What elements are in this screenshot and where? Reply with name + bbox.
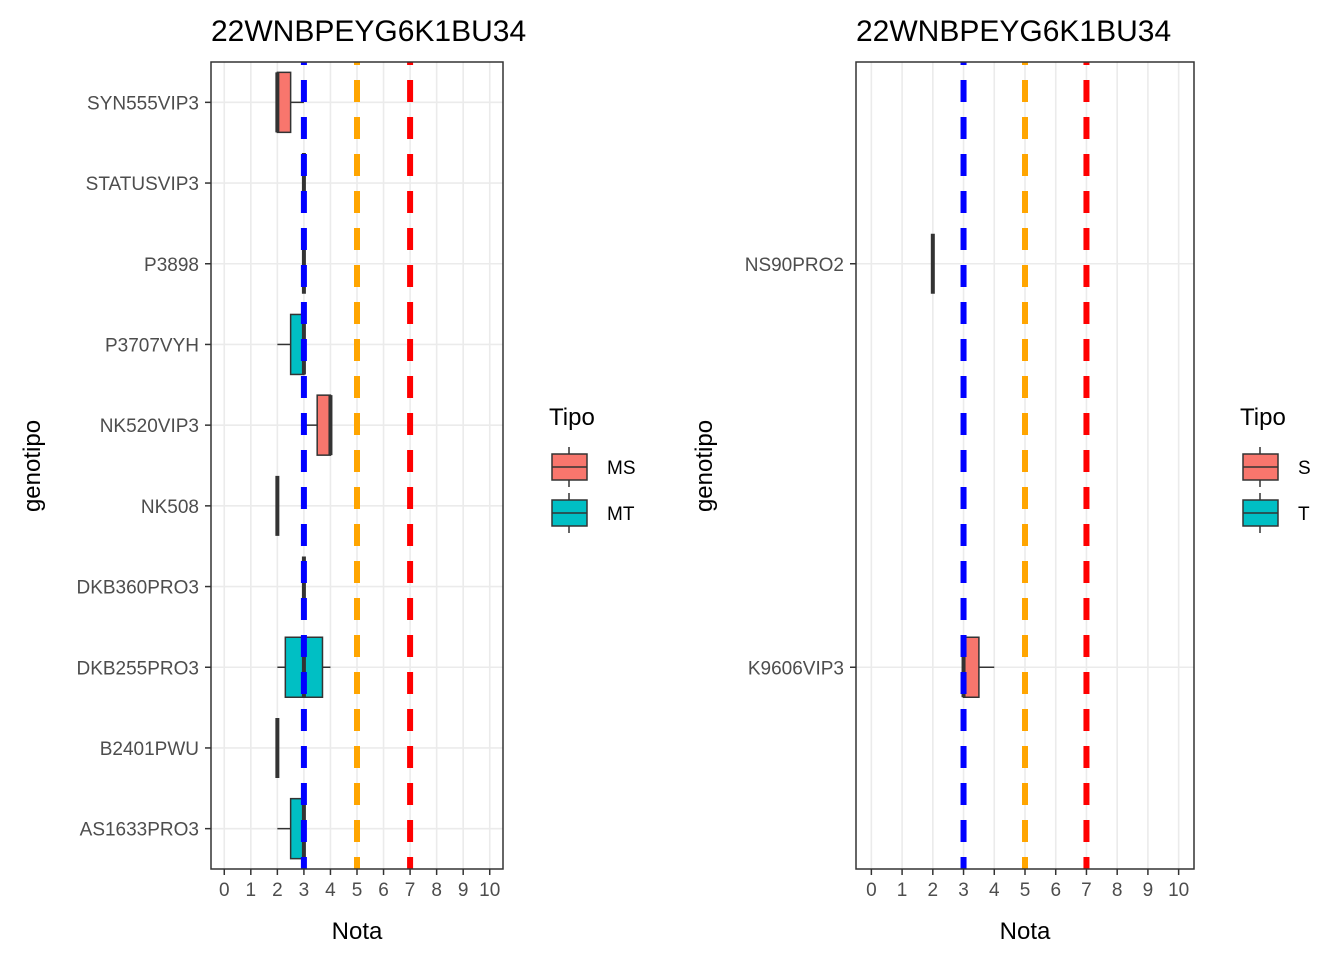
x-axis-title: Nota (332, 918, 383, 945)
y-axis-title: genotipo (691, 420, 718, 512)
box-NK520VIP3 (303, 394, 333, 456)
x-tick-label: 0 (219, 880, 230, 901)
x-tick-label: 1 (246, 880, 257, 901)
x-tick-label: 7 (405, 880, 416, 901)
x-tick-label: 9 (458, 880, 469, 901)
x-tick-label: 6 (378, 880, 389, 901)
y-tick-label: K9606VIP3 (748, 658, 844, 679)
x-tick-label: 3 (299, 880, 310, 901)
x-tick-label: 8 (1112, 880, 1123, 901)
chart-title: 22WNBPEYG6K1BU34 (211, 15, 526, 48)
x-tick-label: 5 (352, 880, 363, 901)
box-SYN555VIP3 (275, 71, 304, 134)
legend-label: MS (607, 458, 636, 479)
y-tick-label: SYN555VIP3 (87, 93, 199, 114)
legend-label: T (1298, 504, 1310, 525)
y-tick-label: DKB255PRO3 (76, 658, 199, 679)
x-tick-label: 0 (866, 880, 877, 901)
legend-label: S (1298, 458, 1311, 479)
chart-title: 22WNBPEYG6K1BU34 (856, 15, 1171, 48)
chart-panel-2: 22WNBPEYG6K1BU34 NS90PRO2 K9606VIP3 0 1 2 3 4 5 6… (691, 15, 1311, 945)
x-tick-label: 2 (928, 880, 939, 901)
legend-label: MT (607, 504, 635, 525)
x-tick-label: 8 (431, 880, 442, 901)
y-tick-label: P3898 (144, 255, 199, 276)
x-tick-label: 3 (958, 880, 969, 901)
x-tick-label: 5 (1020, 880, 1031, 901)
legend-title: Tipo (1240, 404, 1286, 431)
x-tick-label: 6 (1050, 880, 1061, 901)
y-tick-label: AS1633PRO3 (80, 820, 199, 841)
chart-panel-1: 22WNBPEYG6K1BU34 SYN555VIP3 STATUSVIP3 P389… (19, 15, 636, 945)
legend-item-MS: MS (551, 447, 636, 487)
legend-title: Tipo (549, 404, 595, 431)
legend-item-MT: MT (551, 493, 635, 533)
y-tick-label: STATUSVIP3 (86, 174, 199, 195)
y-tick-label: NK520VIP3 (100, 416, 199, 437)
legend: Tipo MS MT (549, 404, 636, 533)
x-tick-label: 2 (272, 880, 283, 901)
x-tick-label: 10 (1168, 880, 1189, 901)
y-tick-label: DKB360PRO3 (76, 578, 199, 599)
legend-item-S: S (1242, 447, 1311, 487)
y-tick-label: P3707VYH (105, 335, 199, 356)
y-tick-label: NS90PRO2 (745, 255, 844, 276)
y-tick-label: NK508 (141, 497, 199, 518)
legend-item-T: T (1242, 493, 1310, 533)
legend: Tipo S T (1240, 404, 1311, 533)
x-tick-label: 4 (989, 880, 1000, 901)
x-tick-label: 4 (325, 880, 336, 901)
y-tick-label: B2401PWU (100, 739, 199, 760)
y-axis-title: genotipo (19, 420, 46, 512)
x-tick-label: 1 (897, 880, 908, 901)
x-tick-label: 7 (1081, 880, 1092, 901)
x-axis-title: Nota (1000, 918, 1051, 945)
x-tick-label: 10 (479, 880, 500, 901)
x-tick-label: 9 (1143, 880, 1154, 901)
